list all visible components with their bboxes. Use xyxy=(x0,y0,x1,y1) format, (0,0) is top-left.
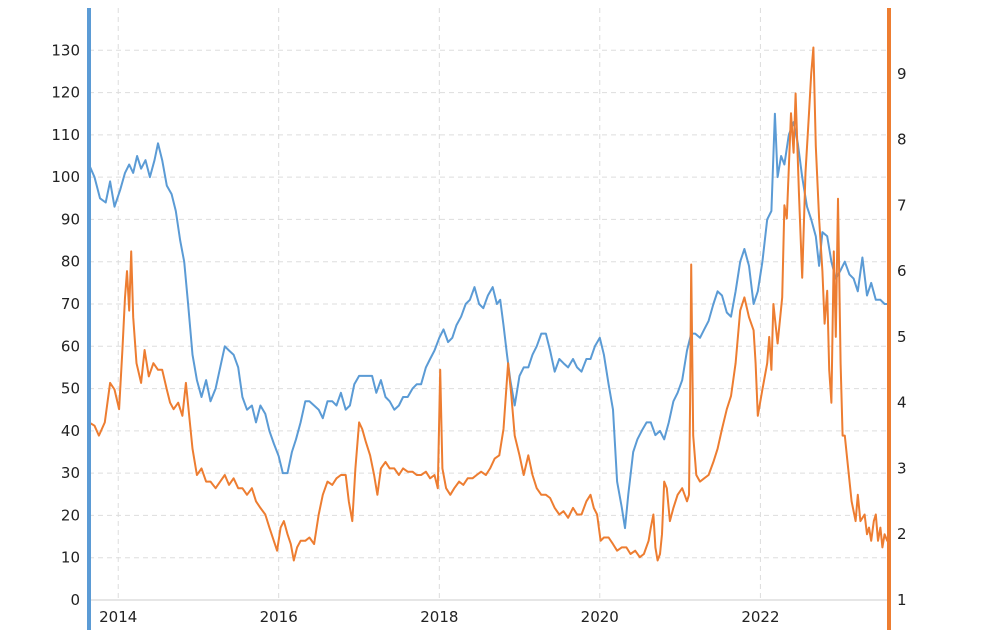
y-right-tick-label: 6 xyxy=(897,262,907,280)
y-left-tick-label: 110 xyxy=(51,126,80,144)
y-right-tick-label: 1 xyxy=(897,591,907,609)
y-right-tick-label: 5 xyxy=(897,328,907,346)
y-left-tick-label: 50 xyxy=(61,380,80,398)
axes xyxy=(87,8,891,630)
y-left-tick-label: 130 xyxy=(51,41,80,59)
y-left-tick-label: 10 xyxy=(61,549,80,567)
tick-labels: 0 10 20 30 40 50 60 70 80 90 100 110 120 130 2014 2016 2… xyxy=(51,41,906,626)
x-tick-label: 2014 xyxy=(99,608,137,626)
y-left-tick-label: 20 xyxy=(61,506,80,524)
x-tick-label: 2016 xyxy=(260,608,298,626)
y-right-tick-label: 8 xyxy=(897,131,907,149)
series-line-left-axis xyxy=(88,112,890,530)
y-right-tick-label: 9 xyxy=(897,65,907,83)
y-right-tick-label: 3 xyxy=(897,459,907,477)
y-left-tick-label: 120 xyxy=(51,84,80,102)
y-left-tick-label: 40 xyxy=(61,422,80,440)
series-line-right-axis xyxy=(88,46,890,562)
y-right-tick-label: 4 xyxy=(897,394,907,412)
x-tick-label: 2022 xyxy=(741,608,779,626)
y-left-tick-label: 30 xyxy=(61,464,80,482)
y-right-tick-label: 7 xyxy=(897,196,907,214)
y-left-tick-label: 100 xyxy=(51,168,80,186)
y-left-axis-line xyxy=(87,8,91,630)
series-layer xyxy=(88,46,890,562)
y-right-axis-line xyxy=(887,8,891,630)
y-right-tick-label: 2 xyxy=(897,525,907,543)
y-left-tick-label: 90 xyxy=(61,210,80,228)
x-tick-label: 2020 xyxy=(581,608,619,626)
y-left-tick-label: 0 xyxy=(70,591,80,609)
x-tick-label: 2018 xyxy=(420,608,458,626)
grid xyxy=(89,8,889,600)
y-left-tick-label: 60 xyxy=(61,337,80,355)
y-left-tick-label: 80 xyxy=(61,253,80,271)
y-left-tick-label: 70 xyxy=(61,295,80,313)
